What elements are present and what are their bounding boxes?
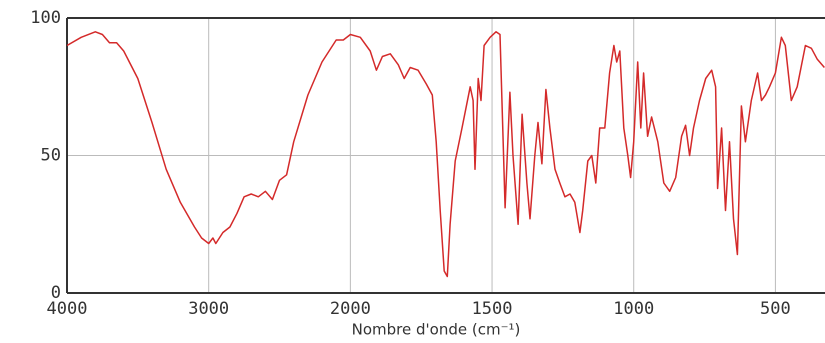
y-tick-label: 50	[41, 146, 61, 166]
x-tick-label: 2000	[330, 299, 371, 319]
x-tick-label: 3000	[188, 299, 229, 319]
x-tick-label: 1500	[472, 299, 513, 319]
x-axis-label: Nombre d'onde (cm⁻¹)	[352, 321, 521, 339]
y-tick-label: 100	[30, 8, 61, 28]
spectrum-line	[66, 31, 825, 278]
x-tick-label: 500	[760, 299, 791, 319]
x-tick-label: 4000	[47, 299, 88, 319]
x-tick-label: 1000	[613, 299, 654, 319]
y-tick-label: 0	[51, 283, 61, 303]
